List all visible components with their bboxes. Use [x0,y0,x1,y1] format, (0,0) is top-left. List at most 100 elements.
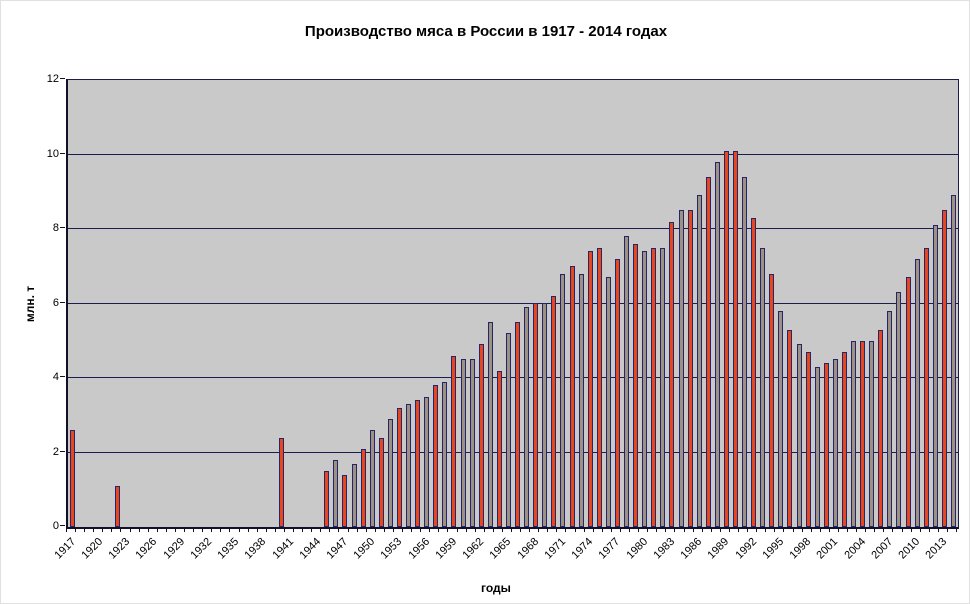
x-axis-tick [593,528,594,532]
x-axis-tick [738,528,739,532]
x-axis-tick [275,528,276,532]
bar-1967 [524,307,529,527]
x-axis-tick [447,528,448,532]
bar-1958 [442,382,447,527]
x-axis-tick [765,528,766,532]
bar-1991 [742,177,747,527]
x-axis-title: годы [481,581,511,595]
x-axis-tick [929,528,930,532]
x-axis-tick [357,528,358,532]
x-axis-tick [284,528,285,532]
x-axis-tick [502,528,503,532]
gridline-10 [68,153,958,155]
bar-2012 [933,225,938,527]
bar-1977 [615,259,620,527]
x-axis-tick [484,528,485,532]
bar-1972 [570,266,575,527]
x-axis-tick [847,528,848,532]
y-tick-label-12: 12 [46,73,59,85]
bar-2004 [860,341,865,527]
x-axis-tick [175,528,176,532]
bar-1993 [760,248,765,527]
x-axis-tick [838,528,839,532]
x-axis-tick [220,528,221,532]
bar-2009 [906,277,911,527]
bar-1964 [497,371,502,527]
bar-2001 [833,359,838,527]
x-axis-tick [647,528,648,532]
bar-1984 [679,210,684,527]
bar-1997 [797,344,802,527]
bar-2006 [878,330,883,527]
bar-1968 [533,303,538,527]
x-axis-tick [311,528,312,532]
x-axis-tick [193,528,194,532]
bar-1951 [379,438,384,527]
bar-1947 [342,475,347,527]
bar-1965 [506,333,511,527]
x-axis-tick [320,528,321,532]
x-axis-tick [693,528,694,532]
bar-1973 [579,274,584,527]
bar-2008 [896,292,901,527]
bar-2003 [851,341,856,527]
x-axis-tick [802,528,803,532]
bar-1990 [733,151,738,527]
bar-1985 [688,210,693,527]
x-axis-tick [811,528,812,532]
plot-area [66,79,959,529]
x-axis-tick [611,528,612,532]
bar-1975 [597,248,602,527]
bar-1952 [388,419,393,527]
x-axis-tick [93,528,94,532]
x-axis-tick [656,528,657,532]
x-axis-tick [547,528,548,532]
gridline-6 [68,302,958,304]
y-axis-tick [60,78,65,79]
x-axis-tick [783,528,784,532]
bar-1950 [370,430,375,527]
x-axis-tick [956,528,957,532]
bar-1988 [715,162,720,527]
y-tick-label-2: 2 [52,445,59,458]
x-axis-tick [348,528,349,532]
x-axis-tick [457,528,458,532]
bar-1963 [488,322,493,527]
bar-1948 [352,464,357,527]
bar-2007 [887,311,892,527]
x-axis-tick [947,528,948,532]
x-axis-tick [711,528,712,532]
x-axis-tick [148,528,149,532]
y-axis-tick [60,227,65,228]
bar-1922 [115,486,120,527]
bar-2013 [942,210,947,527]
x-axis-tick [702,528,703,532]
x-axis-tick [565,528,566,532]
x-axis-tick [674,528,675,532]
y-axis-tick [60,301,65,303]
bar-1966 [515,322,520,527]
bar-1996 [787,330,792,527]
y-tick-label-10: 10 [46,147,59,160]
x-axis-tick [366,528,367,532]
x-axis-tick [75,528,76,532]
x-axis-tick [257,528,258,532]
x-axis-tick [793,528,794,532]
bar-1986 [697,195,702,527]
x-axis-tick [102,528,103,532]
x-axis-tick [883,528,884,532]
x-axis-tick [111,528,112,532]
x-axis-tick [139,528,140,532]
bar-1946 [333,460,338,527]
bar-1983 [669,222,674,527]
x-axis-tick [856,528,857,532]
x-axis-tick [466,528,467,532]
x-axis-tick [575,528,576,532]
x-axis-tick [892,528,893,532]
chart-title: Производство мяса в России в 1917 - 2014… [304,23,668,40]
bar-1954 [406,404,411,527]
x-axis-tick [493,528,494,532]
x-axis-tick [629,528,630,532]
x-axis-tick [329,528,330,532]
